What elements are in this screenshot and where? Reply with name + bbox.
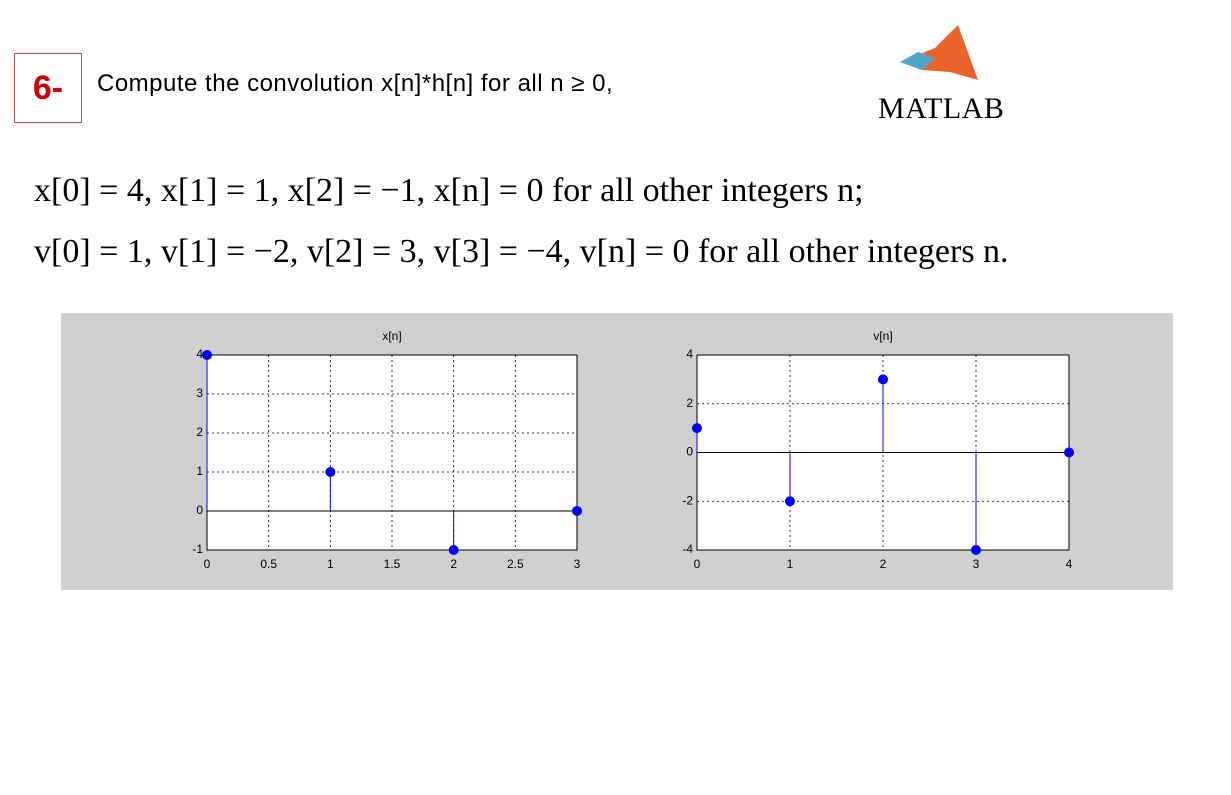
y-tick-label: 4 bbox=[196, 347, 203, 361]
logo-text: MATLAB bbox=[878, 92, 1005, 125]
y-tick-label: 0 bbox=[196, 503, 203, 517]
stem-marker bbox=[325, 467, 336, 477]
problem-number: 6- bbox=[14, 53, 82, 123]
stem-marker bbox=[448, 545, 459, 555]
x-tick-label: 1 bbox=[787, 557, 794, 571]
y-tick-label: -1 bbox=[192, 542, 203, 556]
x-tick-label: 0 bbox=[694, 557, 701, 571]
y-tick-label: 2 bbox=[196, 425, 203, 439]
y-tick-label: -4 bbox=[682, 542, 693, 556]
logo-shape bbox=[900, 52, 935, 70]
y-tick-label: -2 bbox=[682, 493, 693, 507]
chart-title: v[n] bbox=[873, 329, 892, 343]
x-tick-label: 1 bbox=[327, 557, 334, 571]
stem-marker bbox=[692, 423, 702, 434]
problem-text: Compute the convolution x[n]*h[n] for al… bbox=[97, 70, 614, 97]
x-tick-label: 1.5 bbox=[384, 557, 401, 571]
stem-marker bbox=[878, 374, 888, 385]
x-tick-label: 2.5 bbox=[507, 557, 524, 571]
x-tick-label: 0 bbox=[204, 557, 211, 571]
x-tick-label: 3 bbox=[973, 557, 980, 571]
stem-marker bbox=[202, 350, 212, 360]
chart-title: x[n] bbox=[382, 329, 401, 343]
x-tick-label: 4 bbox=[1066, 557, 1073, 571]
y-tick-label: 3 bbox=[196, 386, 203, 400]
stem-marker bbox=[971, 545, 981, 555]
equation: v[0] = 1, v[1] = −2, v[2] = 3, v[3] = −4… bbox=[34, 233, 1009, 270]
y-tick-label: 1 bbox=[196, 464, 203, 478]
y-tick-label: 0 bbox=[686, 445, 693, 459]
x-tick-label: 2 bbox=[450, 557, 457, 571]
logo-shape bbox=[900, 25, 978, 80]
y-tick-label: 4 bbox=[686, 347, 693, 361]
plot-area bbox=[206, 354, 578, 551]
x-tick-label: 3 bbox=[574, 557, 581, 571]
x-tick-label: 0.5 bbox=[260, 557, 277, 571]
stem-marker bbox=[572, 506, 582, 516]
y-tick-label: 2 bbox=[686, 396, 693, 410]
stem-marker bbox=[1064, 447, 1074, 458]
x-tick-label: 2 bbox=[880, 557, 887, 571]
stem-marker bbox=[785, 496, 795, 507]
equation: x[0] = 4, x[1] = 1, x[2] = −1, x[n] = 0 … bbox=[34, 172, 864, 209]
